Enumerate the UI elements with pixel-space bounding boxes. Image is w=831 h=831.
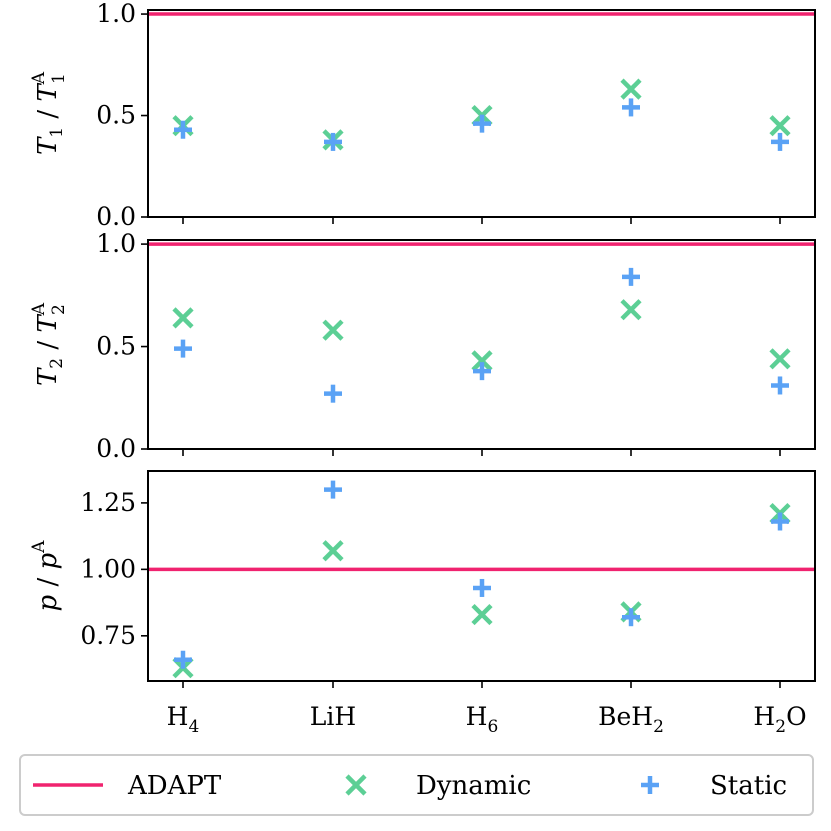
y-label-symbol: T (33, 136, 63, 155)
panel-frame (147, 470, 816, 682)
static-marker (473, 114, 491, 133)
y-label-superscript: A (29, 302, 49, 316)
y-label-reference-symbol: p (33, 552, 63, 569)
panel-3: 0.751.001.25p / pA (29, 470, 816, 688)
static-marker (771, 512, 789, 531)
legend-label-dynamic: Dynamic (416, 771, 531, 801)
static-marker (473, 362, 491, 381)
x-label-subscript: 2 (653, 717, 664, 737)
y-label-subscript: 2 (47, 358, 67, 369)
legend: ADAPT Dynamic Static (19, 754, 814, 816)
legend-label-adapt: ADAPT (127, 771, 222, 801)
static-marker (174, 120, 192, 139)
y-label-reference-symbol: T (33, 314, 63, 333)
static-marker (174, 650, 192, 669)
y-label-superscript: A (29, 540, 49, 554)
dynamic-marker (620, 78, 642, 100)
x-label-tail: O (786, 702, 807, 731)
x-label-subscript: 4 (188, 717, 199, 737)
legend-static-plus-icon (641, 776, 659, 794)
static-marker (324, 132, 342, 151)
panel-2: 0.00.51.0T2 / TA2 (29, 229, 816, 463)
legend-x-stroke-b (345, 774, 367, 796)
dynamic-marker-stroke-b (471, 603, 493, 626)
y-label-separator: / (33, 569, 63, 594)
legend-label-static: Static (710, 771, 787, 801)
dynamic-marker-stroke-b (620, 78, 642, 100)
panel-frame (147, 9, 816, 218)
x-label-base: H (167, 702, 189, 731)
y-tick-label: 1.25 (80, 488, 136, 517)
dynamic-marker (471, 603, 493, 626)
y-tick-label: 0.0 (96, 434, 136, 463)
y-label-separator: / (33, 333, 63, 358)
dynamic-marker (322, 540, 344, 562)
x-label-base: H (466, 702, 488, 731)
dynamic-marker-stroke-b (322, 540, 344, 562)
dynamic-marker-stroke-b (620, 299, 642, 321)
x-tick-label: H4 (167, 702, 200, 737)
y-axis-label: T1 / TA1 (29, 71, 69, 155)
dynamic-marker-stroke-b (471, 350, 493, 372)
dynamic-marker-stroke-b (172, 307, 194, 329)
dynamic-marker (172, 307, 194, 329)
y-tick-label: 1.00 (80, 554, 136, 583)
x-tick-label: H2O (753, 702, 806, 737)
y-tick-label: 0.75 (80, 621, 136, 650)
legend-frame (19, 754, 814, 816)
static-marker (324, 480, 342, 499)
static-marker (324, 384, 342, 403)
legend-dynamic-x-icon (345, 774, 367, 796)
static-marker (174, 339, 192, 358)
dynamic-marker-stroke-b (769, 348, 791, 370)
y-axis-label: p / pA (29, 540, 63, 612)
dynamic-marker-stroke-b (769, 115, 791, 137)
x-label-subscript: 2 (775, 717, 786, 737)
static-marker (622, 608, 640, 627)
panel-frame (147, 239, 816, 450)
y-label-reference-subscript: 1 (49, 73, 69, 84)
x-label-base: LiH (310, 702, 356, 731)
x-label-base: BeH (598, 702, 653, 731)
static-marker (771, 376, 789, 395)
x-label-subscript: 6 (487, 717, 498, 737)
y-label-symbol: p (33, 594, 63, 611)
dynamic-marker (471, 350, 493, 372)
x-tick-label: LiH (310, 702, 356, 731)
static-marker (771, 132, 789, 151)
y-label-separator: / (33, 102, 63, 127)
y-label-subscript: 1 (47, 127, 67, 138)
panel-1: 0.00.51.0T1 / TA1 (29, 0, 816, 231)
y-tick-label: 1.0 (96, 229, 136, 258)
static-marker (473, 578, 491, 597)
static-marker (622, 98, 640, 117)
y-tick-label: 0.0 (96, 202, 136, 231)
y-label-superscript: A (29, 71, 49, 85)
static-marker (622, 267, 640, 286)
y-label-reference-symbol: T (33, 83, 63, 102)
dynamic-marker (620, 299, 642, 321)
y-axis-label: T2 / TA2 (29, 302, 69, 386)
dynamic-marker (322, 319, 344, 341)
x-label-base: H (753, 702, 775, 731)
dynamic-marker (769, 348, 791, 370)
x-tick-label: BeH2 (598, 702, 664, 737)
y-tick-label: 0.5 (96, 332, 136, 361)
y-tick-label: 1.0 (96, 0, 136, 28)
y-label-symbol: T (33, 367, 63, 386)
dynamic-marker (769, 115, 791, 137)
y-tick-label: 0.5 (96, 101, 136, 130)
x-tick-label: H6 (466, 702, 499, 737)
dynamic-marker-stroke-b (322, 319, 344, 341)
y-label-reference-subscript: 2 (49, 304, 69, 315)
